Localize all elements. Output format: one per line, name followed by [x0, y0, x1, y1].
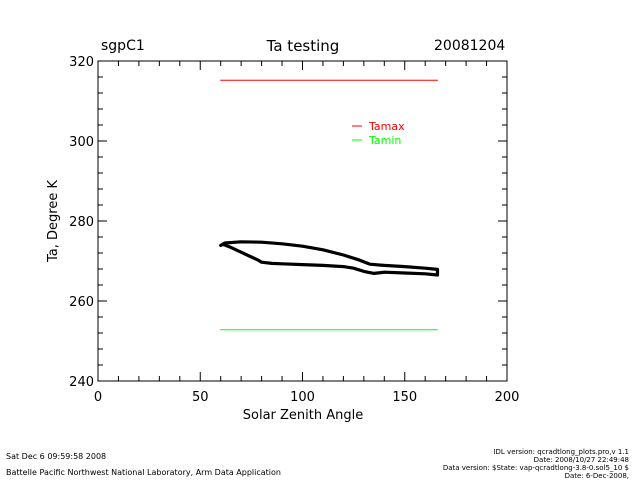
y-axis-label: Ta, Degree K — [46, 180, 61, 263]
series-line-ta — [219, 240, 440, 277]
y-tick-label: 260 — [69, 295, 94, 310]
idl-date: Date: 2008/10/27 22:49:48 — [533, 456, 629, 464]
tick-labels: 0 50 100 150 200 240 260 280 300 320 — [69, 55, 519, 405]
x-tick-label: 150 — [392, 390, 417, 405]
data-version: Data version: $State: vap-qcradtlong-3.8… — [442, 464, 629, 472]
legend-label-tamin: Tamin — [368, 134, 401, 147]
y-tick-label: 320 — [69, 55, 94, 70]
legend-label-tamax: Tamax — [368, 120, 405, 133]
x-tick-label: 50 — [192, 390, 209, 405]
x-tick-label: 100 — [290, 390, 315, 405]
idl-version: IDL version: qcradtlong_plots.pro,v 1.1 — [493, 448, 629, 456]
x-tick-label: 0 — [94, 390, 102, 405]
y-tick-label: 300 — [69, 135, 94, 150]
x-tick-label: 200 — [495, 390, 520, 405]
site-id: sgpC1 — [101, 38, 145, 54]
data-series — [219, 79, 440, 331]
y-tick-label: 280 — [69, 215, 94, 230]
chart-title: Ta testing — [266, 37, 340, 55]
data-date: Date: 6-Dec-2008, — [564, 472, 629, 480]
run-date: Sat Dec 6 09:59:58 2008 — [6, 452, 107, 461]
plot-frame — [97, 60, 508, 382]
y-tick-label: 240 — [69, 375, 94, 390]
organization: Battelle Pacific Northwest National Labo… — [6, 468, 281, 477]
plot-date: 20081204 — [434, 38, 506, 54]
x-axis-label: Solar Zenith Angle — [243, 408, 363, 423]
axis-ticks — [97, 60, 508, 382]
